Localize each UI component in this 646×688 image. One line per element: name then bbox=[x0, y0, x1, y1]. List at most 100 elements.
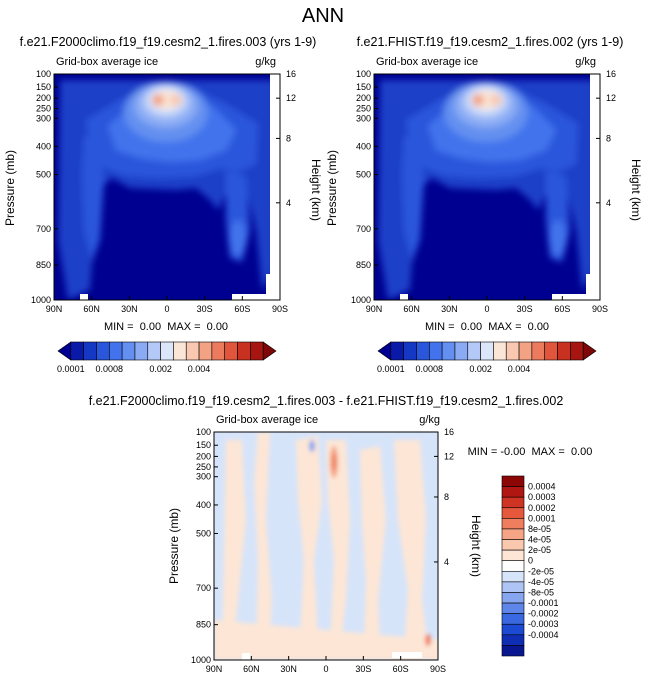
panel-c-y2label: Height (km) bbox=[469, 515, 483, 577]
colorbar-swatch bbox=[441, 341, 456, 361]
y2-tick-label: 12 bbox=[606, 93, 616, 103]
y-tick-label: 1000 bbox=[191, 655, 211, 665]
x-tick-label: 30S bbox=[197, 304, 213, 314]
panel-b-field bbox=[374, 74, 600, 300]
colorbar-swatch bbox=[501, 645, 525, 657]
colorbar-swatch bbox=[501, 496, 525, 509]
panel-c-title: f.e21.F2000climo.f19_f19.cesm2_1.fires.0… bbox=[89, 394, 564, 408]
colorbar-swatch bbox=[83, 341, 97, 361]
y-tick-label: 500 bbox=[196, 528, 211, 538]
colorbar-swatch bbox=[531, 341, 546, 361]
colorbar-swatch bbox=[96, 341, 110, 361]
colorbar-label: 0.0008 bbox=[416, 364, 444, 374]
colorbar-swatch bbox=[108, 341, 123, 361]
colorbar-swatch bbox=[582, 341, 597, 361]
x-tick-label: 30N bbox=[280, 664, 297, 674]
colorbar-swatch bbox=[262, 341, 277, 361]
colorbar-label: 0.002 bbox=[469, 364, 492, 374]
panel-b-y2label: Height (km) bbox=[629, 159, 643, 221]
colorbar-swatch bbox=[428, 341, 443, 361]
panel-b-minmax: MIN = 0.00 MAX = 0.00 bbox=[425, 321, 549, 333]
colorbar-swatch bbox=[501, 486, 525, 498]
x-tick-label: 0 bbox=[323, 664, 328, 674]
y-tick-label: 500 bbox=[356, 170, 371, 180]
colorbar-label: 0.0001 bbox=[377, 364, 405, 374]
colorbar-swatch bbox=[224, 341, 238, 361]
colorbar-swatch bbox=[501, 560, 525, 572]
colorbar-swatch bbox=[237, 341, 251, 361]
colorbar-swatch bbox=[501, 592, 525, 604]
x-tick-label: 90N bbox=[366, 304, 383, 314]
y-tick-label: 300 bbox=[36, 113, 51, 123]
colorbar-swatch bbox=[416, 341, 430, 361]
colorbar-label: 4e-05 bbox=[528, 535, 551, 545]
colorbar-swatch bbox=[134, 341, 149, 361]
y2-tick-label: 12 bbox=[286, 93, 296, 103]
colorbar-swatch bbox=[501, 528, 525, 540]
y-tick-label: 850 bbox=[196, 620, 211, 630]
colorbar-swatch bbox=[160, 341, 174, 361]
y-tick-label: 200 bbox=[36, 93, 51, 103]
colorbar-swatch bbox=[480, 341, 494, 361]
y2-tick-label: 16 bbox=[286, 69, 296, 79]
colorbar-swatch bbox=[390, 341, 404, 361]
colorbar-swatch bbox=[377, 341, 392, 361]
y2-tick-label: 8 bbox=[606, 133, 611, 143]
colorbar-swatch bbox=[501, 549, 525, 562]
y-tick-label: 200 bbox=[356, 93, 371, 103]
y-tick-label: 700 bbox=[356, 224, 371, 234]
y-tick-label: 250 bbox=[356, 104, 371, 114]
x-tick-label: 30N bbox=[441, 304, 458, 314]
x-tick-label: 0 bbox=[164, 304, 169, 314]
x-tick-label: 60N bbox=[243, 664, 260, 674]
colorbar-label: 2e-05 bbox=[528, 545, 551, 555]
colorbar-swatch bbox=[70, 341, 84, 361]
page-title: ANN bbox=[302, 5, 344, 27]
y-tick-label: 400 bbox=[196, 500, 211, 510]
y-tick-label: 850 bbox=[36, 260, 51, 270]
colorbar-label: -0.0004 bbox=[528, 630, 559, 640]
colorbar-swatch bbox=[57, 341, 72, 361]
colorbar-label: 0.0003 bbox=[528, 492, 556, 502]
colorbar-label: 0.004 bbox=[188, 364, 211, 374]
panel-b-ylabel: Pressure (mb) bbox=[325, 150, 339, 226]
colorbar-swatch bbox=[454, 341, 469, 361]
x-tick-label: 60S bbox=[234, 304, 250, 314]
panel-b-colorbar: 0.0001 0.0008 0.002 0.004 bbox=[377, 341, 597, 374]
y-tick-label: 1000 bbox=[31, 295, 51, 305]
x-tick-label: 90S bbox=[430, 664, 446, 674]
colorbar-swatch bbox=[250, 341, 264, 361]
panel-a-subtitle-right: g/kg bbox=[255, 56, 276, 68]
y-tick-label: 250 bbox=[36, 104, 51, 114]
x-tick-label: 60S bbox=[393, 664, 409, 674]
x-tick-label: 30S bbox=[517, 304, 533, 314]
panel-c-colorbar: 0.00040.00030.00020.00018e-054e-052e-050… bbox=[501, 475, 559, 657]
panel-a-title: f.e21.F2000climo.f19_f19.cesm2_1.fires.0… bbox=[20, 35, 317, 49]
colorbar-swatch bbox=[211, 341, 226, 361]
panel-a-subtitle-left: Grid-box average ice bbox=[56, 56, 158, 68]
panel-c-field bbox=[214, 432, 438, 660]
x-tick-label: 60S bbox=[554, 304, 570, 314]
y2-tick-label: 16 bbox=[606, 69, 616, 79]
colorbar-label: -0.0002 bbox=[528, 609, 559, 619]
colorbar-swatch bbox=[147, 341, 161, 361]
colorbar-swatch bbox=[185, 341, 200, 361]
y-tick-label: 100 bbox=[196, 427, 211, 437]
panel-b-subtitle-right: g/kg bbox=[575, 56, 596, 68]
colorbar-label: 0.0002 bbox=[528, 503, 556, 513]
colorbar-label: -2e-05 bbox=[528, 566, 554, 576]
panel-a-field bbox=[54, 74, 270, 300]
y-tick-label: 150 bbox=[356, 82, 371, 92]
colorbar-swatch bbox=[501, 507, 525, 519]
panel-a-colorbar: 0.0001 0.0008 0.002 0.004 bbox=[57, 341, 277, 374]
panel-c-subtitle-right: g/kg bbox=[419, 414, 440, 426]
panel-b-subtitle-left: Grid-box average ice bbox=[376, 56, 478, 68]
colorbar-swatch bbox=[403, 341, 417, 361]
x-tick-label: 90N bbox=[46, 304, 63, 314]
colorbar-label: 0.002 bbox=[149, 364, 172, 374]
colorbar-label: 0.0001 bbox=[528, 513, 556, 523]
x-tick-label: 30S bbox=[355, 664, 371, 674]
colorbar-label: -0.0003 bbox=[528, 619, 559, 629]
